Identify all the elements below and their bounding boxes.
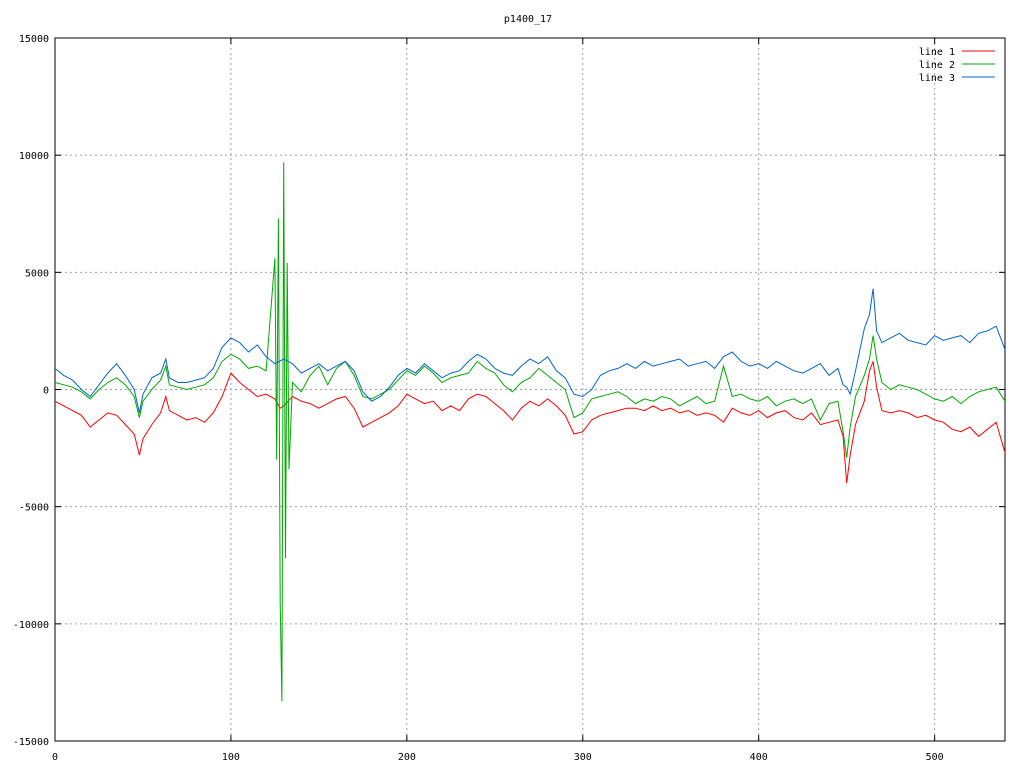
- series-lines: [54, 162, 1006, 702]
- legend-label-1: line 1: [919, 47, 955, 58]
- y-tick-label: 10000: [19, 151, 49, 162]
- x-tick-label: 400: [750, 752, 768, 763]
- series-line-3: [54, 288, 1006, 414]
- x-tick-label: 0: [52, 752, 58, 763]
- axes: 0 100 200 300 400 500 -15000 -10000 -5000 0 5000 10…: [13, 34, 1006, 763]
- chart-title: p1400_17: [504, 14, 552, 25]
- x-tick-label: 500: [926, 752, 944, 763]
- legend-label-2: line 2: [919, 60, 955, 71]
- x-tick-label: 200: [398, 752, 416, 763]
- y-tick-label: -15000: [13, 737, 49, 748]
- y-tick-label: 0: [43, 386, 49, 397]
- y-tick-label: 15000: [19, 34, 49, 45]
- x-tick-label: 300: [574, 752, 592, 763]
- y-tick-label: 5000: [25, 268, 49, 279]
- grid-lines: [55, 38, 1005, 741]
- x-tick-label: 100: [222, 752, 240, 763]
- y-tick-label: -5000: [19, 503, 49, 514]
- legend: line 1 line 2 line 3: [919, 47, 995, 84]
- y-tick-label: -10000: [13, 620, 49, 631]
- legend-label-3: line 3: [919, 73, 955, 84]
- series-line-2: [54, 162, 1006, 702]
- series-line-1: [54, 361, 1006, 484]
